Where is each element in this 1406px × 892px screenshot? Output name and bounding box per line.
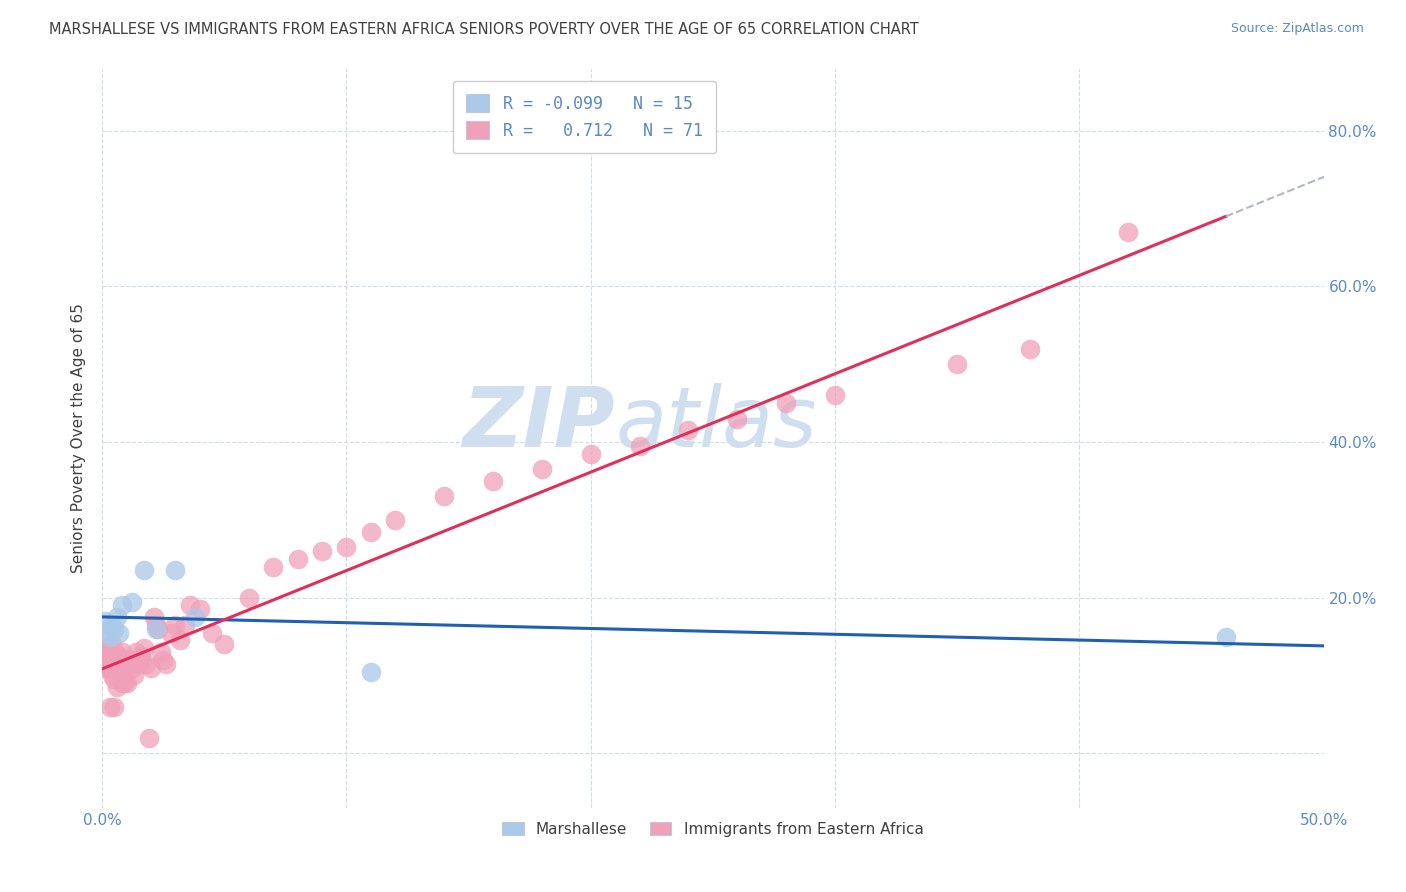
Point [118, 653, 141, 667]
Point [103, 699, 125, 714]
Point [148, 622, 170, 636]
Point [145, 622, 167, 636]
Point [530, 462, 553, 476]
Point [188, 602, 211, 616]
Point [101, 657, 124, 671]
Point [108, 665, 131, 679]
Point [122, 668, 145, 682]
Legend: Marshallese, Immigrants from Eastern Africa: Marshallese, Immigrants from Eastern Afr… [495, 814, 931, 845]
Point [678, 423, 700, 437]
Point [360, 524, 382, 539]
Point [98, 699, 121, 714]
Point [108, 648, 131, 663]
Point [135, 657, 157, 671]
Point [125, 645, 148, 659]
Point [101, 653, 124, 667]
Point [101, 637, 124, 651]
Point [98, 661, 121, 675]
Point [628, 439, 651, 453]
Point [101, 618, 124, 632]
Point [96, 625, 118, 640]
Point [149, 645, 172, 659]
Point [169, 633, 191, 648]
Point [165, 563, 187, 577]
Point [262, 559, 284, 574]
Point [360, 665, 382, 679]
Point [112, 661, 135, 675]
Point [111, 599, 134, 613]
Point [824, 388, 846, 402]
Point [96, 661, 118, 675]
Point [238, 591, 260, 605]
Point [214, 637, 236, 651]
Point [93, 641, 115, 656]
Point [115, 676, 138, 690]
Point [101, 668, 124, 682]
Point [946, 357, 969, 371]
Point [115, 657, 138, 671]
Point [112, 676, 135, 690]
Text: atlas: atlas [616, 383, 817, 464]
Point [103, 673, 125, 687]
Point [98, 630, 121, 644]
Point [579, 447, 602, 461]
Point [121, 661, 143, 675]
Point [93, 614, 115, 628]
Point [103, 645, 125, 659]
Point [132, 641, 155, 656]
Point [96, 645, 118, 659]
Point [105, 668, 128, 682]
Point [201, 625, 224, 640]
Point [482, 474, 505, 488]
Point [179, 599, 201, 613]
Point [96, 648, 118, 663]
Point [287, 551, 309, 566]
Point [105, 648, 128, 663]
Point [128, 657, 150, 671]
Point [111, 676, 134, 690]
Text: ZIP: ZIP [463, 383, 616, 464]
Point [138, 731, 160, 745]
Point [1019, 342, 1042, 356]
Point [98, 648, 121, 663]
Point [145, 618, 167, 632]
Point [1215, 630, 1237, 644]
Point [129, 648, 152, 663]
Point [384, 513, 406, 527]
Point [105, 657, 128, 671]
Point [108, 625, 131, 640]
Point [775, 396, 797, 410]
Point [142, 610, 165, 624]
Text: MARSHALLESE VS IMMIGRANTS FROM EASTERN AFRICA SENIORS POVERTY OVER THE AGE OF 65: MARSHALLESE VS IMMIGRANTS FROM EASTERN A… [49, 22, 920, 37]
Point [155, 657, 177, 671]
Point [335, 540, 357, 554]
Point [165, 618, 187, 632]
Point [174, 618, 197, 632]
Point [311, 544, 333, 558]
Point [152, 653, 174, 667]
Point [725, 411, 748, 425]
Point [103, 622, 125, 636]
Point [103, 653, 125, 667]
Point [105, 680, 128, 694]
Point [105, 610, 128, 624]
Text: Source: ZipAtlas.com: Source: ZipAtlas.com [1230, 22, 1364, 36]
Point [93, 657, 115, 671]
Point [111, 645, 134, 659]
Point [184, 610, 207, 624]
Point [132, 563, 155, 577]
Point [121, 594, 143, 608]
Y-axis label: Seniors Poverty Over the Age of 65: Seniors Poverty Over the Age of 65 [72, 303, 86, 573]
Point [1116, 225, 1139, 239]
Point [159, 625, 181, 640]
Point [139, 661, 162, 675]
Point [433, 490, 456, 504]
